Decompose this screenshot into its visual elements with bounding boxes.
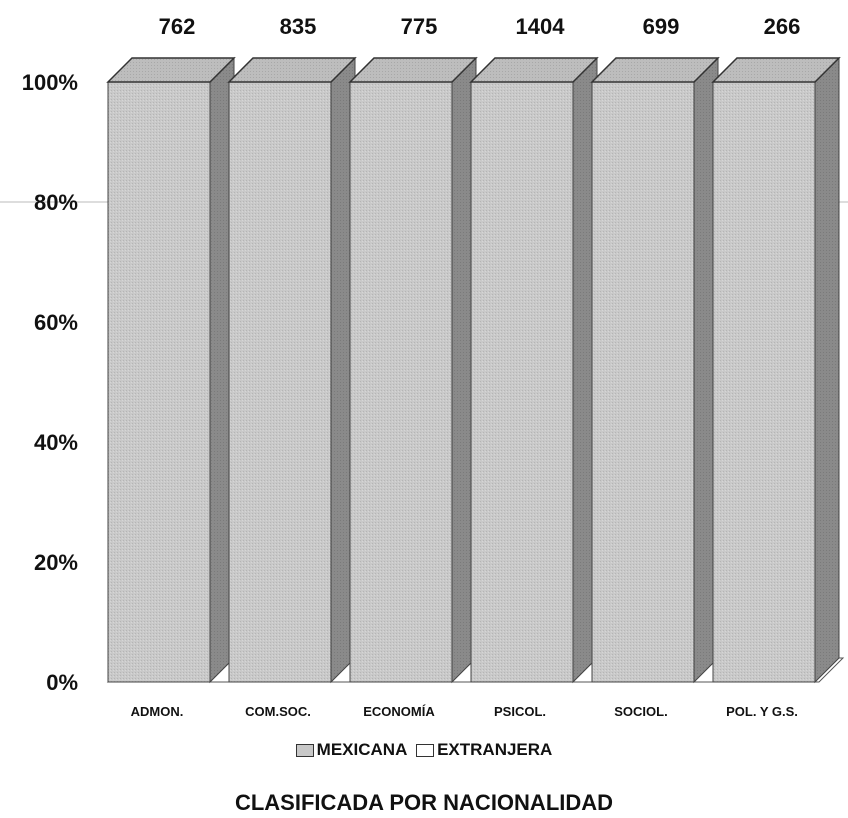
- bar-side-mexicana: [814, 56, 840, 684]
- y-tick-label: 40%: [34, 430, 78, 455]
- labels-group: 0% 20% 40% 60% 80% 100% ADMON. 762 COM.SOC. 835 EC…: [22, 14, 801, 719]
- legend-label-mexicana: MEXICANA: [316, 740, 408, 759]
- x-tick-label: PSICOL.: [494, 704, 546, 719]
- bar-top-mexicana: [711, 57, 841, 83]
- data-label-total: 775: [401, 14, 438, 39]
- legend: MEXICANA EXTRANJERA: [0, 740, 848, 762]
- data-label-total: 266: [764, 14, 801, 39]
- x-tick-label: COM.SOC.: [245, 704, 311, 719]
- bar-group: [590, 56, 720, 684]
- legend-label-extranjera: EXTRANJERA: [437, 740, 553, 759]
- bar-group: [227, 56, 357, 684]
- chart-title: CLASIFICADA POR NACIONALIDAD: [234, 790, 614, 815]
- data-label-total: 835: [280, 14, 317, 39]
- x-tick-label: POL. Y G.S.: [726, 704, 798, 719]
- y-tick-label: 20%: [34, 550, 78, 575]
- legend-swatch-extranjera: [416, 743, 435, 757]
- x-tick-label: SOCIOL.: [614, 704, 667, 719]
- chart-area: 0% 20% 40% 60% 80% 100% ADMON. 762 COM.SOC. 835 EC…: [0, 14, 848, 719]
- y-tick-label: 0%: [46, 670, 78, 695]
- bar-top-mexicana: [469, 57, 599, 83]
- bar-top-mexicana: [348, 57, 478, 83]
- y-tick-label: 100%: [22, 70, 78, 95]
- bar-group: [106, 56, 236, 684]
- bar-front-mexicana: [228, 81, 332, 683]
- x-tick-label: ECONOMÍA: [363, 704, 435, 719]
- bar-group: [711, 56, 841, 684]
- data-label-total: 1404: [516, 14, 566, 39]
- bar-front-mexicana: [591, 81, 695, 683]
- legend-item-mexicana: MEXICANA: [295, 740, 408, 760]
- bar-front-mexicana: [470, 81, 574, 683]
- bars-group: [106, 56, 841, 684]
- data-label-total: 699: [643, 14, 680, 39]
- x-tick-label: ADMON.: [131, 704, 184, 719]
- bar-top-mexicana: [590, 57, 720, 83]
- bar-top-mexicana: [106, 57, 236, 83]
- bar-front-mexicana: [107, 81, 211, 683]
- bar-group: [348, 56, 478, 684]
- legend-item-extranjera: EXTRANJERA: [416, 740, 552, 760]
- bar-front-mexicana: [349, 81, 453, 683]
- data-label-total: 762: [159, 14, 196, 39]
- bar-top-mexicana: [227, 57, 357, 83]
- bar-group: [469, 56, 599, 684]
- legend-swatch-mexicana: [295, 743, 314, 757]
- y-tick-label: 60%: [34, 310, 78, 335]
- bar-front-mexicana: [712, 81, 816, 683]
- y-tick-label: 80%: [34, 190, 78, 215]
